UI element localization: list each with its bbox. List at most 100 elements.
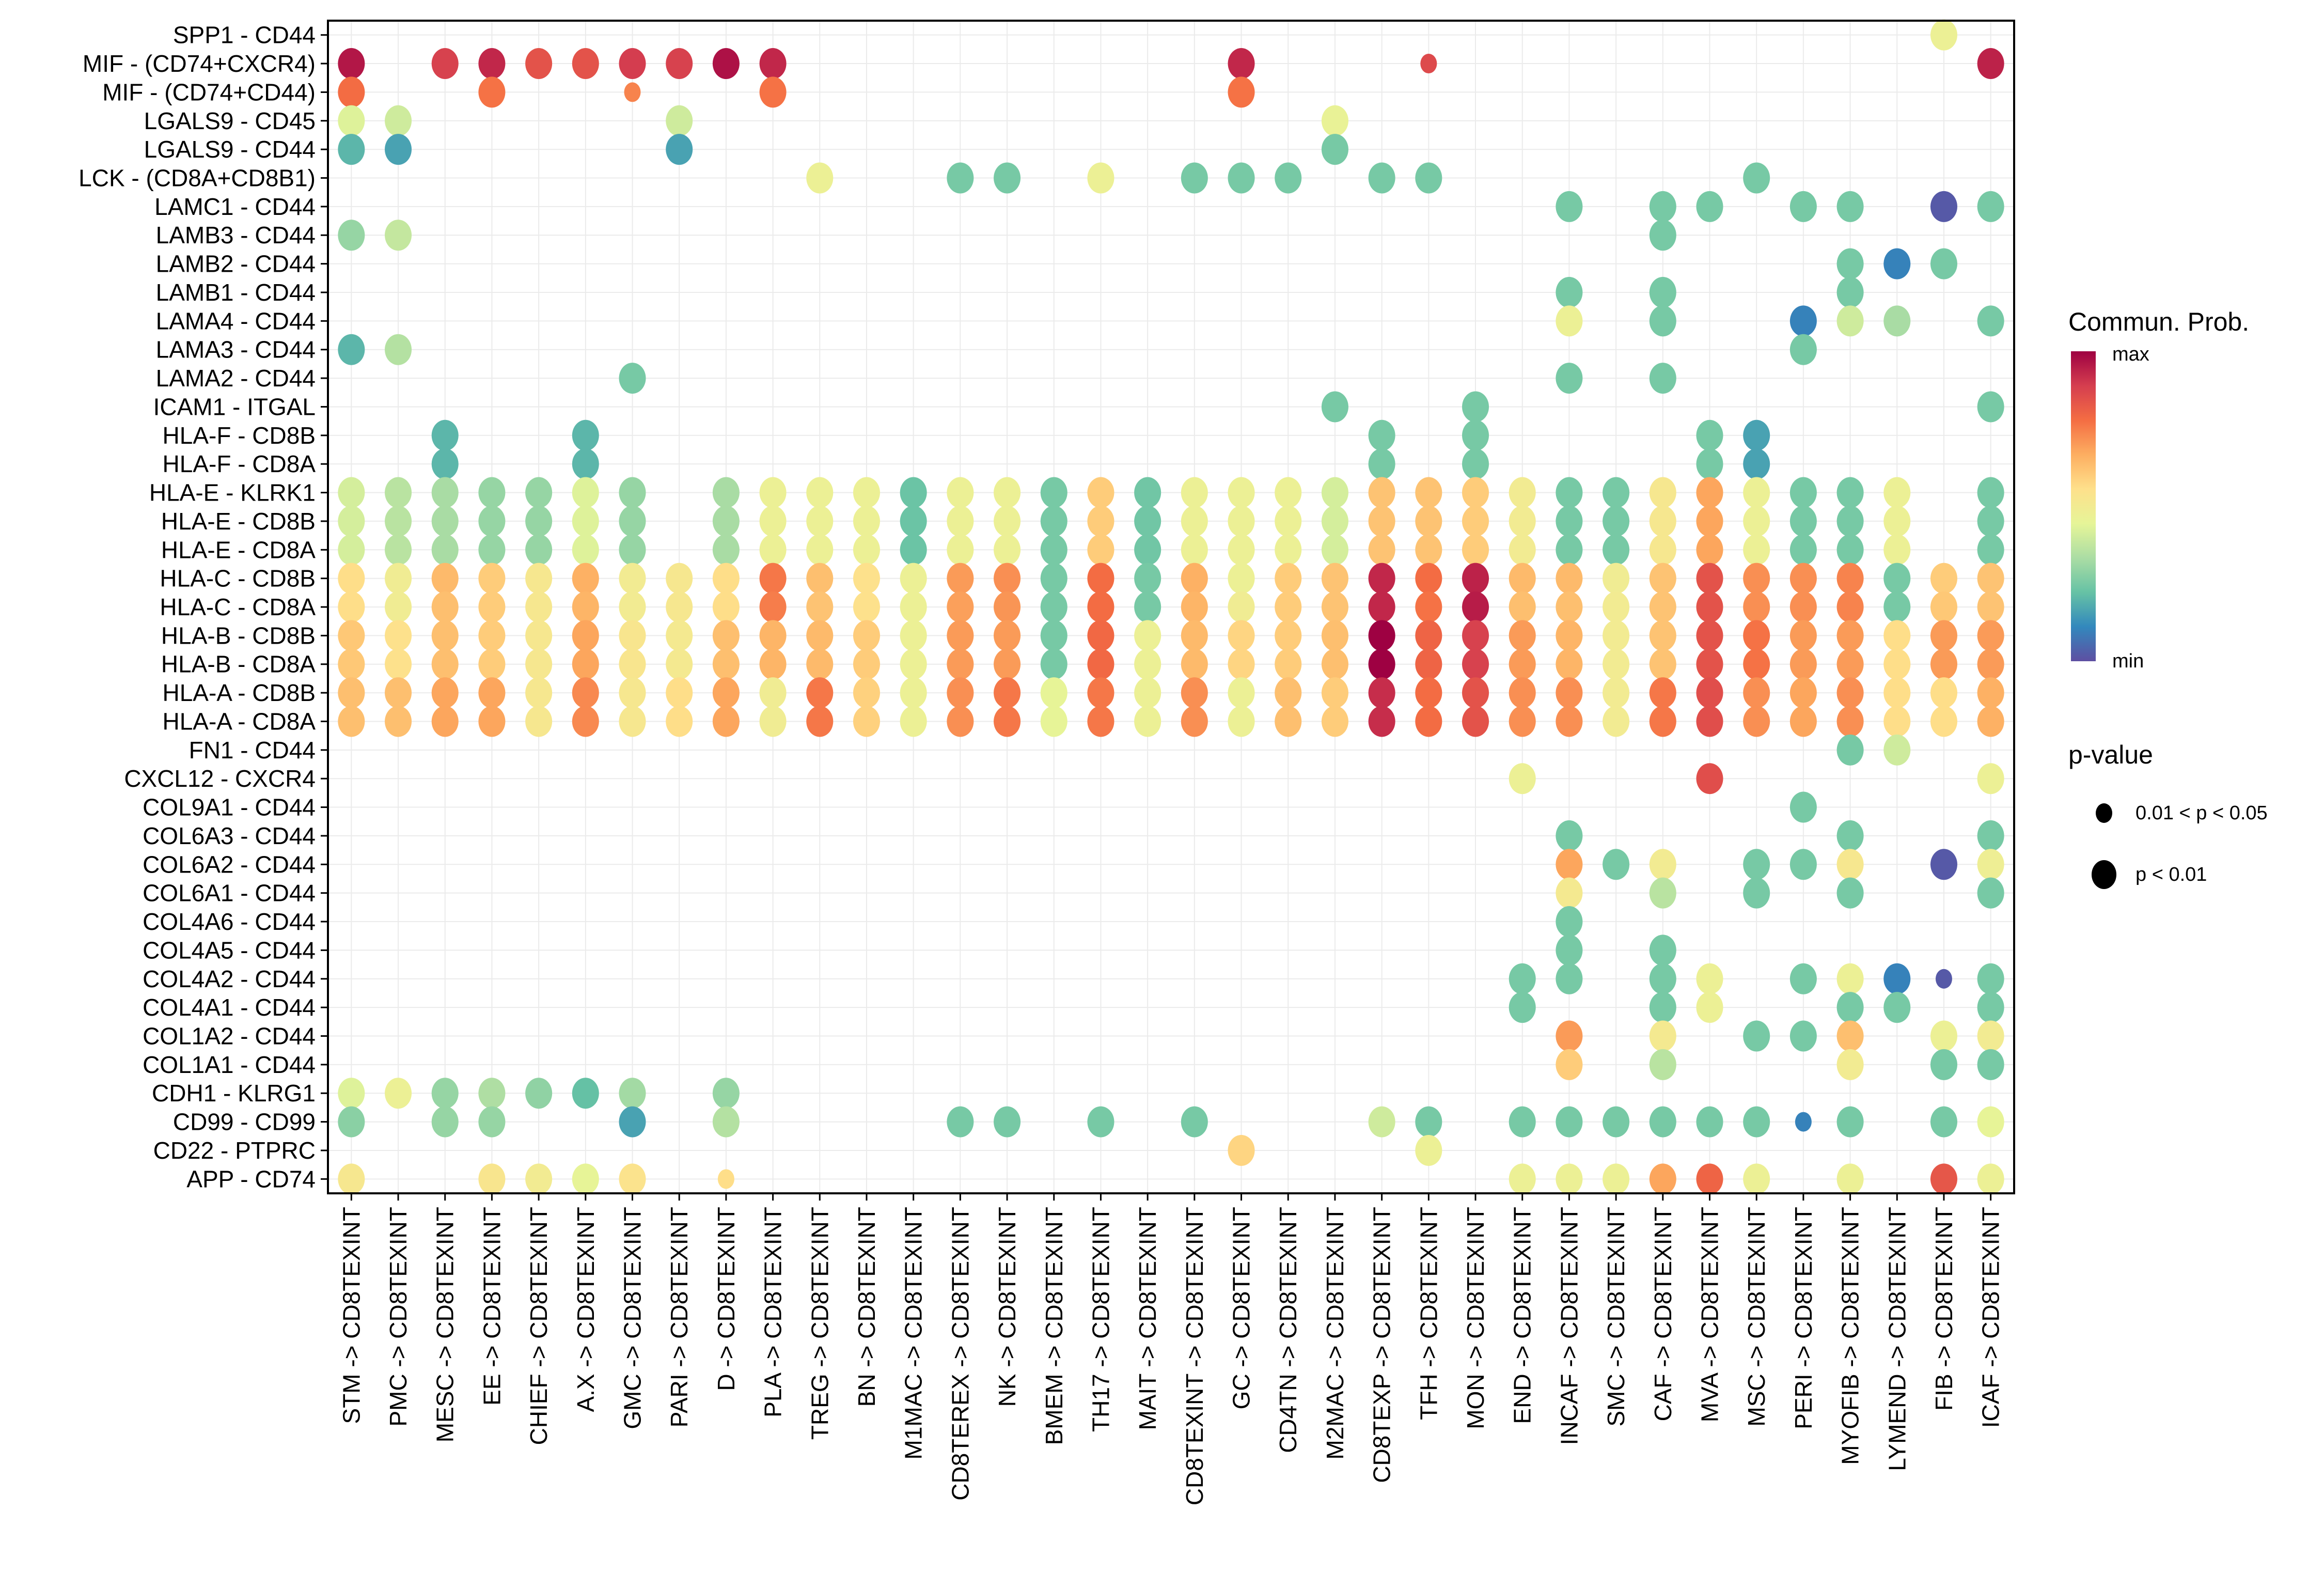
data-point [1321,134,1348,165]
data-point [1883,505,1911,537]
data-point [1368,648,1395,680]
data-point [1509,534,1536,566]
data-point [1743,534,1770,566]
x-tick-label: CD8TEXINT -> CD8TEXINT [1181,1207,1208,1505]
y-tick-label: ICAM1 - ITGAL [153,393,316,420]
y-tick-label: MIF - (CD74+CXCR4) [83,50,316,77]
data-point [1836,305,1864,337]
data-point [712,563,740,594]
data-point [431,48,459,80]
data-point [619,477,646,508]
color-legend-title: Commun. Prob. [2068,307,2249,336]
y-tick-label: COL4A5 - CD44 [143,937,316,963]
data-point [525,677,553,709]
data-point [1275,505,1302,537]
data-point [947,1106,974,1138]
data-point [1275,620,1302,651]
data-point [1649,849,1676,880]
data-point [1321,591,1348,622]
data-point [1649,591,1676,622]
data-point [1649,1049,1676,1080]
data-point [478,76,506,108]
x-tick-label: A.X -> CD8TEXINT [572,1207,599,1412]
y-tick-label: LAMB1 - CD44 [156,279,316,306]
data-point [1603,477,1630,508]
data-point [1556,1106,1583,1138]
data-point [1930,191,1957,222]
data-point [1743,477,1770,508]
data-point [1977,620,2004,651]
data-point [947,706,974,737]
data-point [1743,877,1770,909]
data-point [1649,276,1676,308]
data-point [853,648,880,680]
data-point [947,563,974,594]
data-point [1930,648,1957,680]
data-point [1836,849,1864,880]
data-point [1040,677,1067,709]
data-point [1649,305,1676,337]
data-point [1696,1106,1723,1138]
size-legend-small-dot [2096,803,2112,823]
data-point [759,48,787,80]
data-point [1789,648,1817,680]
data-point [572,563,599,594]
x-tick-label: NK -> CD8TEXINT [994,1207,1020,1407]
data-point [1603,1106,1630,1138]
data-point [1836,992,1864,1023]
x-tick-label: PLA -> CD8TEXINT [760,1207,787,1418]
data-point [712,1106,740,1138]
data-point [853,706,880,737]
data-point [1040,706,1067,737]
data-point [1321,677,1348,709]
data-point [1977,992,2004,1023]
data-point [994,162,1021,194]
data-point [1556,706,1583,737]
data-point [478,477,506,508]
data-point [1462,534,1489,566]
data-point [1368,448,1395,480]
data-point [994,648,1021,680]
data-point [572,648,599,680]
data-point [338,1078,365,1109]
data-point [1696,648,1723,680]
data-point [1789,591,1817,622]
data-point [624,82,641,102]
data-point [1696,448,1723,480]
data-point [1930,1049,1957,1080]
data-point [1977,191,2004,222]
data-point [1977,563,2004,594]
data-point [385,591,412,622]
data-point [1836,591,1864,622]
y-tick-label: COL6A3 - CD44 [143,822,316,849]
data-point [1743,505,1770,537]
data-point [994,1106,1021,1138]
data-point [1977,706,2004,737]
data-point [900,563,927,594]
x-tick-label: MESC -> CD8TEXINT [432,1207,459,1442]
data-point [1789,677,1817,709]
data-point [1181,477,1208,508]
data-point [717,1169,734,1189]
data-point [1649,677,1676,709]
data-point [1556,648,1583,680]
data-point [900,648,927,680]
data-point [525,563,553,594]
data-point [1696,763,1723,795]
data-point [1603,505,1630,537]
data-point [1228,48,1255,80]
data-point [1509,706,1536,737]
x-tick-label: MVA -> CD8TEXINT [1696,1207,1723,1422]
data-point [1556,820,1583,851]
data-point [431,706,459,737]
data-point [1696,563,1723,594]
data-point [1275,591,1302,622]
x-tick-label: TREG -> CD8TEXINT [806,1207,833,1440]
data-point [1415,677,1442,709]
y-tick-label: COL9A1 - CD44 [143,794,316,821]
data-point [1743,1163,1770,1195]
x-tick-label: CAF -> CD8TEXINT [1650,1207,1676,1421]
x-tick-label: GC -> CD8TEXINT [1228,1207,1255,1409]
data-point [1649,620,1676,651]
